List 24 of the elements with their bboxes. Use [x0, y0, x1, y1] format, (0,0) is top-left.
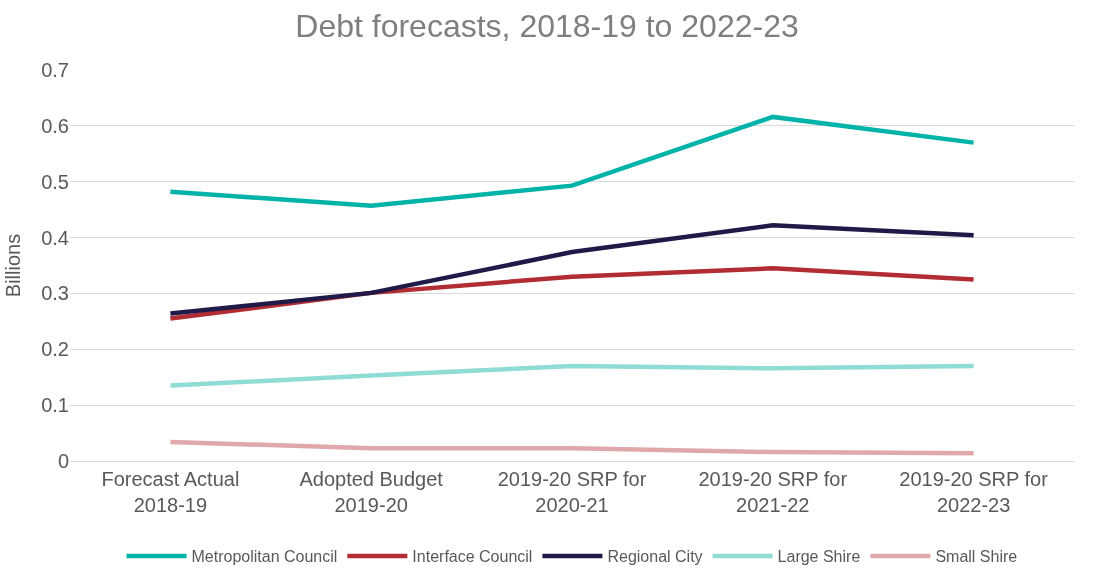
legend-label: Metropolitan Council [191, 548, 338, 566]
x-tick-label: Adopted Budget 2019-20 [299, 468, 444, 516]
y-tick-label: 0.2 [41, 338, 69, 361]
y-tick-label: 0.4 [41, 226, 69, 249]
y-tick-label: 0 [57, 450, 69, 472]
legend-label: Small Shire [935, 548, 1018, 566]
x-tick-label: 2019-20 SRP for 2022-23 [899, 468, 1049, 516]
legend-label: Interface Council [412, 548, 533, 566]
y-tick-label: 0.3 [41, 282, 69, 305]
x-tick-label: 2019-20 SRP for 2021-22 [698, 468, 848, 516]
y-tick-label: 0.5 [41, 170, 69, 193]
line-series [168, 114, 976, 208]
y-tick-label: 0.6 [41, 114, 69, 137]
line-series [168, 439, 976, 456]
chart-title: Debt forecasts, 2018-19 to 2022-23 [295, 8, 799, 45]
x-tick-label: Forecast Actual 2018-19 [101, 468, 240, 516]
line-series [168, 223, 976, 316]
y-tick-label: 0.7 [41, 59, 69, 81]
x-tick-label: 2019-20 SRP for 2020-21 [497, 468, 647, 516]
y-axis-title: Billions [1, 233, 24, 298]
legend-label: Large Shire [777, 548, 861, 566]
line-series [168, 363, 976, 388]
legend-label: Regional City [607, 548, 703, 566]
y-tick-label: 0.1 [41, 394, 69, 417]
